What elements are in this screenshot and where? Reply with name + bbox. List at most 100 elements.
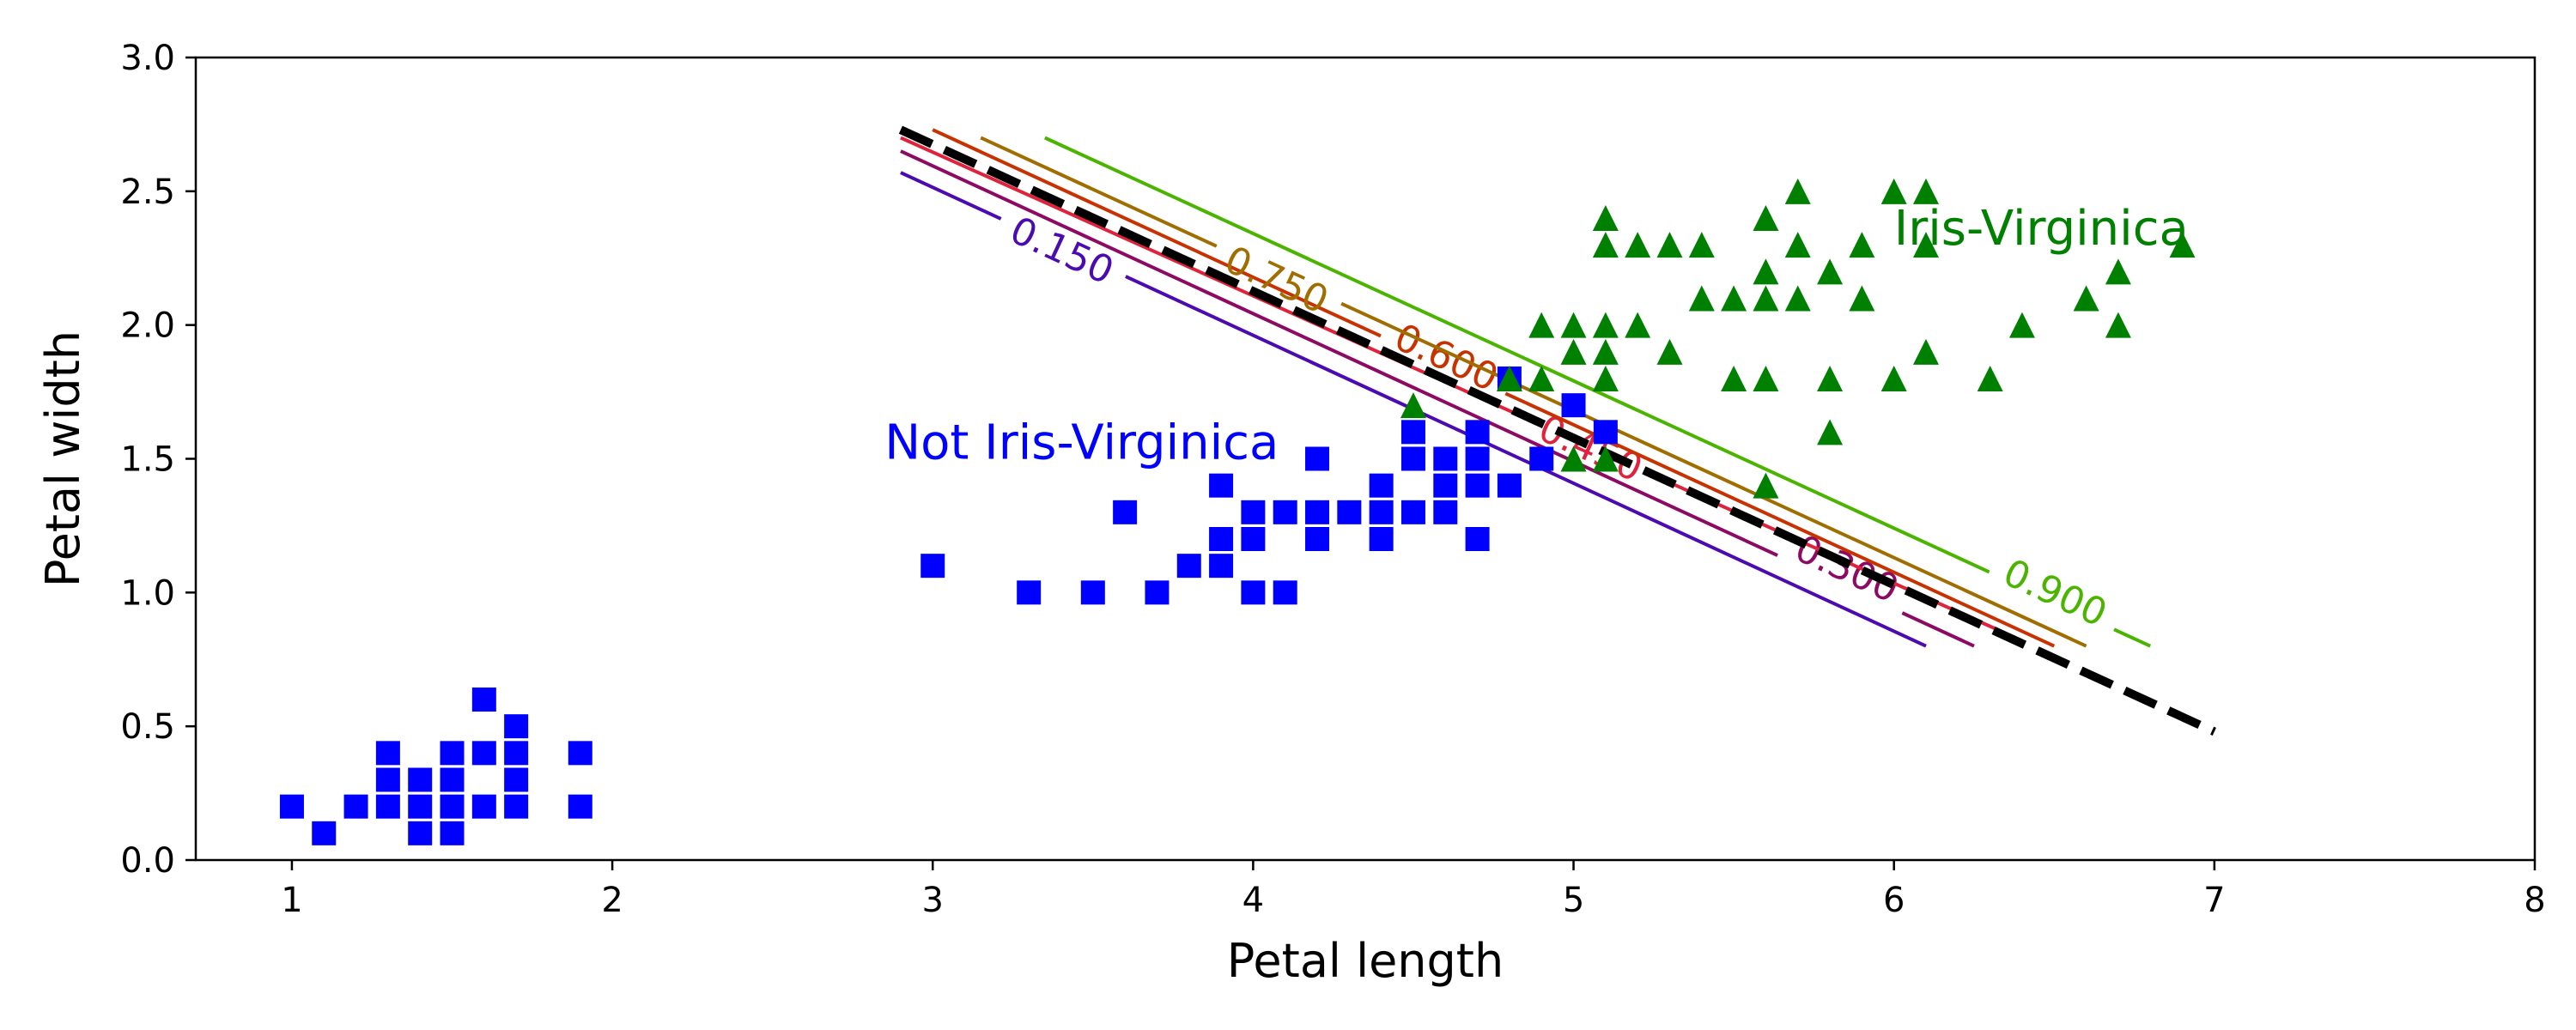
x-tick-label: 6 <box>1883 881 1905 920</box>
triangle-marker <box>1592 445 1619 472</box>
triangle-marker <box>1528 312 1555 338</box>
x-tick-label: 4 <box>1242 881 1264 920</box>
contour-line-segment <box>1125 275 1927 648</box>
x-tick-label: 7 <box>2203 881 2225 920</box>
axes: 1 2 3 4 5 6 7 8 0.0 0.5 1.0 1.5 2.0 2.5 3.0 Petal len… <box>36 39 2546 988</box>
square-marker <box>408 767 433 792</box>
y-tick-label: 1.5 <box>120 440 175 480</box>
contour-line-segment <box>900 149 1778 557</box>
triangle-marker <box>1560 338 1587 365</box>
triangle-marker <box>1784 232 1811 258</box>
triangle-marker <box>1880 366 1907 391</box>
triangle-marker <box>1913 178 1940 204</box>
triangle-marker <box>1625 232 1651 258</box>
square-marker <box>1497 473 1522 498</box>
square-marker <box>408 794 433 819</box>
triangle-marker <box>1753 285 1779 312</box>
triangle-marker <box>1592 232 1619 258</box>
plot-frame <box>194 56 2537 862</box>
triangle-marker <box>1688 232 1715 258</box>
square-marker <box>1400 446 1425 471</box>
square-marker <box>1465 527 1490 551</box>
triangle-marker <box>1528 366 1555 391</box>
contour-label: 0.900 <box>1996 551 2113 636</box>
square-marker <box>1433 473 1458 498</box>
triangle-marker <box>1913 338 1940 365</box>
triangle-marker <box>2073 285 2099 312</box>
x-axis-ticks: 1 2 3 4 5 6 7 8 <box>281 860 2546 920</box>
square-marker <box>1305 527 1330 551</box>
square-marker <box>1241 500 1266 524</box>
y-tick-label: 2.0 <box>120 306 175 346</box>
triangle-marker <box>1400 392 1426 419</box>
decision-boundary-group <box>898 125 2216 736</box>
contour-line-segment <box>1044 136 1990 574</box>
contour-line-segment <box>2113 627 2152 648</box>
square-marker <box>375 794 400 819</box>
square-marker <box>471 741 496 766</box>
y-tick-label: 1.0 <box>120 573 175 613</box>
contour-line-segment <box>980 136 1218 248</box>
triangle-marker <box>1592 312 1619 338</box>
triangle-marker <box>2008 312 2035 338</box>
triangle-marker <box>1880 178 1907 204</box>
triangle-marker <box>1784 285 1811 312</box>
square-marker <box>440 821 465 845</box>
square-marker <box>1369 473 1394 498</box>
square-marker <box>312 821 337 845</box>
square-marker <box>1209 473 1234 498</box>
region-label: Iris-Virginica <box>1894 201 2189 257</box>
y-axis-ticks: 0.0 0.5 1.0 1.5 2.0 2.5 3.0 <box>120 39 196 881</box>
data-points <box>279 178 2196 845</box>
square-marker <box>1080 580 1105 605</box>
square-marker <box>504 741 529 766</box>
square-marker <box>440 741 465 766</box>
square-marker <box>568 741 592 766</box>
contour-line-segment <box>900 136 1529 421</box>
square-marker <box>1400 500 1425 524</box>
x-tick-label: 8 <box>2524 881 2545 920</box>
region-labels: Not Iris-Virginica Iris-Virginica <box>884 201 2189 470</box>
square-marker <box>471 688 496 712</box>
square-marker <box>1433 446 1458 471</box>
square-marker <box>504 767 529 792</box>
square-marker <box>920 554 945 579</box>
x-tick-label: 5 <box>1563 881 1584 920</box>
square-marker <box>1337 500 1362 524</box>
triangle-marker <box>1753 472 1779 499</box>
square-marker <box>1465 473 1490 498</box>
square-marker <box>1369 527 1394 551</box>
square-marker <box>568 794 592 819</box>
region-label: Not Iris-Virginica <box>884 415 1279 471</box>
contour-line-segment <box>1901 611 1975 648</box>
square-marker <box>1400 420 1425 445</box>
square-marker <box>1465 446 1490 471</box>
square-marker <box>471 794 496 819</box>
y-tick-label: 0.5 <box>120 707 175 747</box>
triangle-marker <box>1817 258 1844 285</box>
square-marker <box>1465 420 1490 445</box>
decision-boundary-line <box>898 125 2216 736</box>
square-marker <box>1369 500 1394 524</box>
triangle-marker <box>1753 205 1779 231</box>
square-marker <box>1561 393 1586 418</box>
y-tick-label: 0.0 <box>120 841 175 881</box>
triangle-marker <box>1784 178 1811 204</box>
square-marker <box>1305 446 1330 471</box>
square-marker <box>375 741 400 766</box>
triangle-marker <box>1721 285 1747 312</box>
triangle-marker <box>1753 258 1779 285</box>
square-marker <box>1113 500 1138 524</box>
y-tick-label: 3.0 <box>120 39 175 78</box>
square-marker <box>375 767 400 792</box>
y-tick-label: 2.5 <box>120 173 175 212</box>
square-marker <box>1209 554 1234 579</box>
square-marker <box>440 794 465 819</box>
triangle-marker <box>1592 205 1619 231</box>
square-marker <box>1209 527 1234 551</box>
triangle-marker <box>1592 366 1619 391</box>
triangle-marker <box>2105 312 2131 338</box>
square-marker <box>504 714 529 739</box>
triangle-marker <box>1817 419 1844 445</box>
